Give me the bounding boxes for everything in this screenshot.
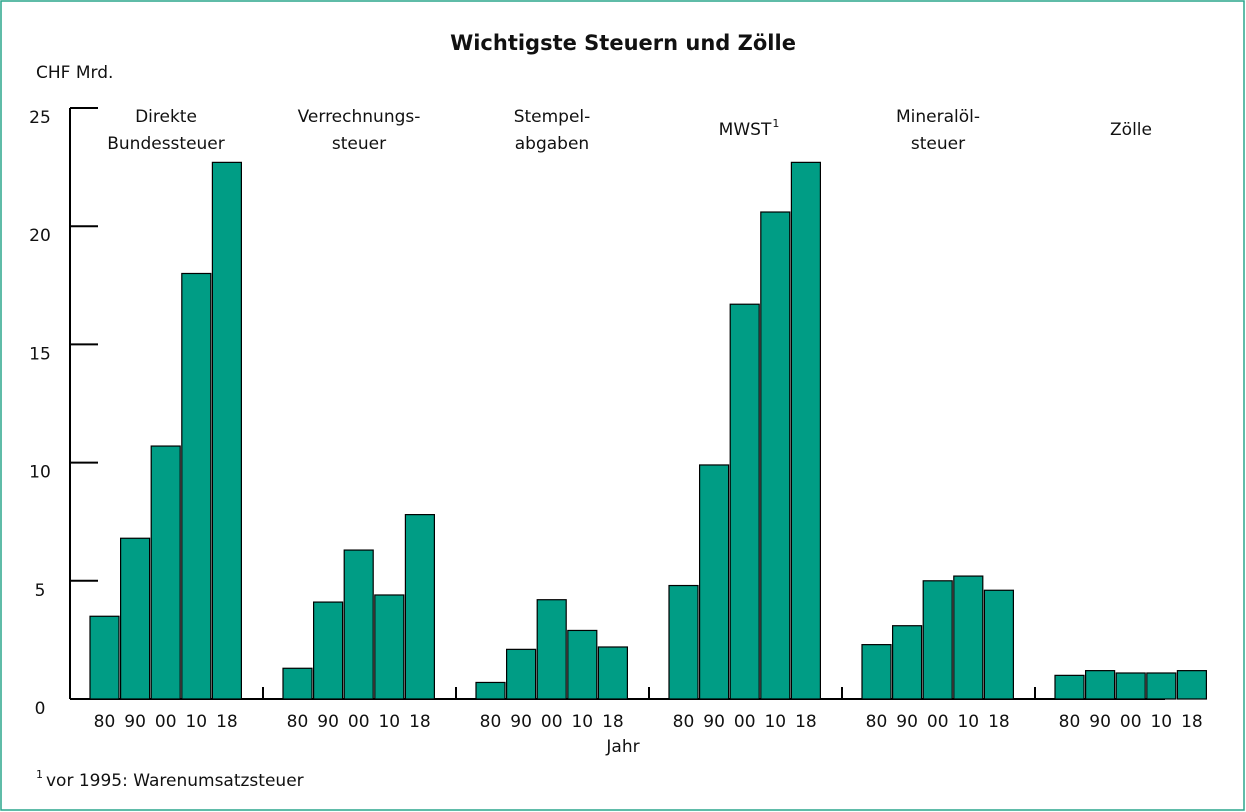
bar (698, 464, 730, 700)
x-tick-label: 18 (988, 712, 1010, 732)
x-tick-label: 18 (409, 712, 431, 732)
bar (983, 589, 1015, 700)
group-footnote-mark: 1 (772, 117, 779, 130)
x-tick-label: 18 (602, 712, 624, 732)
group-label: Stempel- (514, 107, 591, 127)
bar (374, 594, 405, 700)
x-tick-label: 10 (571, 712, 593, 732)
bar (861, 644, 892, 700)
x-tick-label: 80 (94, 712, 116, 732)
y-axis-label: CHF Mrd. (36, 63, 113, 83)
chart-title: Wichtigste Steuern und Zölle (450, 31, 796, 55)
x-tick-label: 00 (155, 712, 177, 732)
x-tick-label: 80 (866, 712, 888, 732)
x-tick-label: 00 (1120, 712, 1142, 732)
x-tick-label: 80 (480, 712, 502, 732)
bar (790, 161, 822, 700)
x-tick-label: 90 (1089, 712, 1111, 732)
bar (1084, 670, 1116, 700)
group-label: abgaben (515, 134, 589, 154)
bar (891, 625, 923, 700)
bar (150, 445, 181, 700)
bar (597, 646, 629, 700)
bar (89, 615, 120, 700)
bar (475, 681, 506, 700)
bar (119, 537, 151, 700)
bar (953, 575, 984, 700)
x-tick-label: 18 (795, 712, 817, 732)
x-tick-label: 90 (703, 712, 725, 732)
group-label: steuer (332, 134, 386, 154)
x-axis-label: Jahr (605, 737, 639, 757)
x-tick-label: 10 (378, 712, 400, 732)
bar (1146, 672, 1177, 700)
y-tick-label: 20 (29, 226, 51, 246)
x-tick-label: 00 (927, 712, 949, 732)
x-tick-label: 00 (348, 712, 370, 732)
footnote: vor 1995: Warenumsatzsteuer (46, 771, 304, 791)
group-label: Bundessteuer (107, 134, 225, 154)
y-tick-label: 0 (35, 699, 46, 719)
x-tick-label: 10 (185, 712, 207, 732)
y-tick-label: 5 (35, 581, 46, 601)
bar (211, 161, 242, 700)
x-tick-label: 90 (124, 712, 146, 732)
x-tick-label: 10 (1150, 712, 1172, 732)
bar (404, 514, 435, 700)
bar (536, 599, 567, 700)
bar (343, 549, 374, 700)
bar (922, 580, 953, 700)
bar (567, 629, 598, 700)
group-label: Zölle (1110, 120, 1152, 140)
x-tick-label: 10 (764, 712, 786, 732)
x-tick-label: 90 (510, 712, 532, 732)
footnote-mark: 1 (36, 768, 43, 781)
x-tick-label: 90 (896, 712, 918, 732)
x-tick-label: 00 (734, 712, 756, 732)
x-tick-label: 80 (673, 712, 695, 732)
x-tick-label: 10 (957, 712, 979, 732)
bar (760, 211, 791, 700)
x-tick-label: 00 (541, 712, 563, 732)
group-label: steuer (911, 134, 965, 154)
bar (506, 648, 537, 700)
x-tick-label: 18 (216, 712, 238, 732)
x-tick-label: 80 (1059, 712, 1081, 732)
x-tick-label: 90 (317, 712, 339, 732)
bar (1054, 674, 1085, 700)
y-tick-label: 15 (29, 344, 51, 364)
x-tick-label: 80 (287, 712, 309, 732)
y-tick-label: 25 (29, 108, 51, 128)
bar (181, 272, 212, 700)
group-label: Verrechnungs- (298, 107, 421, 127)
group-label: Direkte (135, 107, 197, 127)
bar (668, 584, 699, 700)
y-tick-label: 10 (29, 463, 51, 483)
bar (729, 303, 760, 700)
bar (1176, 670, 1208, 700)
bar (313, 601, 344, 700)
group-label: Mineralöl- (896, 107, 980, 127)
bar (1115, 672, 1146, 700)
bar (282, 667, 313, 700)
x-tick-label: 18 (1181, 712, 1203, 732)
group-label: MWST (719, 120, 772, 140)
